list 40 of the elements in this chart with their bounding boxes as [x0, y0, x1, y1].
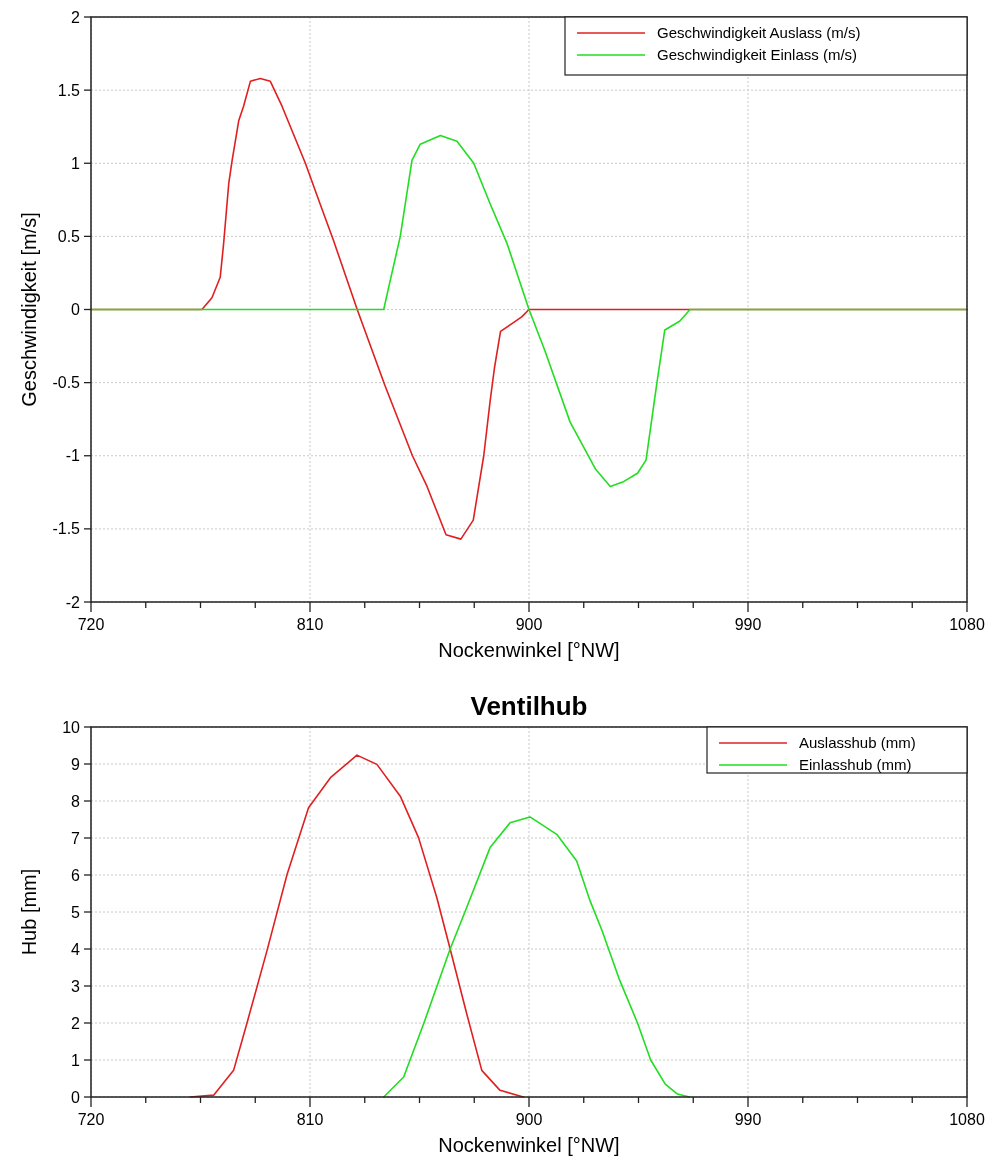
y-tick-label: 2 [71, 1014, 81, 1032]
y-axis-title: Geschwindigkeit [m/s] [18, 212, 40, 407]
legend-label: Geschwindigkeit Einlass (m/s) [657, 46, 858, 63]
y-tick-label: 10 [62, 718, 81, 736]
y-tick-label: -1.5 [52, 520, 81, 538]
x-tick-label: 990 [734, 616, 762, 633]
legend-label: Geschwindigkeit Auslass (m/s) [657, 24, 861, 41]
legend-label: Einlasshub (mm) [799, 756, 912, 773]
y-tick-label: -1 [65, 447, 81, 465]
y-tick-label: 0 [71, 301, 81, 318]
y-tick-label: 9 [71, 755, 81, 773]
x-axis-title: Nockenwinkel [°NW] [438, 639, 620, 661]
y-tick-label: 6 [71, 866, 81, 884]
x-tick-label: 720 [77, 616, 105, 633]
x-tick-label: 1080 [949, 1111, 985, 1128]
y-axis-title: Hub [mm] [18, 868, 40, 956]
x-axis-title: Nockenwinkel [°NW] [438, 1134, 620, 1156]
line-series [90, 134, 968, 488]
x-tick-label: 810 [296, 1111, 324, 1128]
x-tick-label: 810 [296, 616, 324, 633]
x-tick-label: 900 [515, 1111, 543, 1128]
y-tick-label: 8 [71, 792, 81, 810]
y-tick-label: 0 [71, 1088, 81, 1106]
x-tick-label: 990 [734, 1111, 762, 1128]
y-tick-label: 5 [71, 903, 81, 921]
x-tick-label: 900 [515, 616, 543, 633]
y-tick-label: -2 [65, 593, 81, 611]
y-tick-label: -0.5 [52, 374, 81, 392]
y-tick-label: 1.5 [57, 81, 81, 99]
legend-label: Auslasshub (mm) [799, 734, 916, 751]
chart-title: Ventilhub [470, 691, 588, 721]
y-tick-label: 3 [71, 977, 81, 995]
y-tick-label: 1 [71, 154, 81, 172]
y-tick-label: 1 [71, 1051, 81, 1069]
x-tick-label: 720 [77, 1111, 105, 1128]
y-tick-label: 4 [71, 940, 81, 958]
y-tick-label: 2 [71, 8, 81, 26]
x-tick-label: 1080 [949, 616, 985, 633]
y-tick-label: 7 [71, 829, 81, 847]
y-tick-label: 0.5 [57, 227, 81, 245]
